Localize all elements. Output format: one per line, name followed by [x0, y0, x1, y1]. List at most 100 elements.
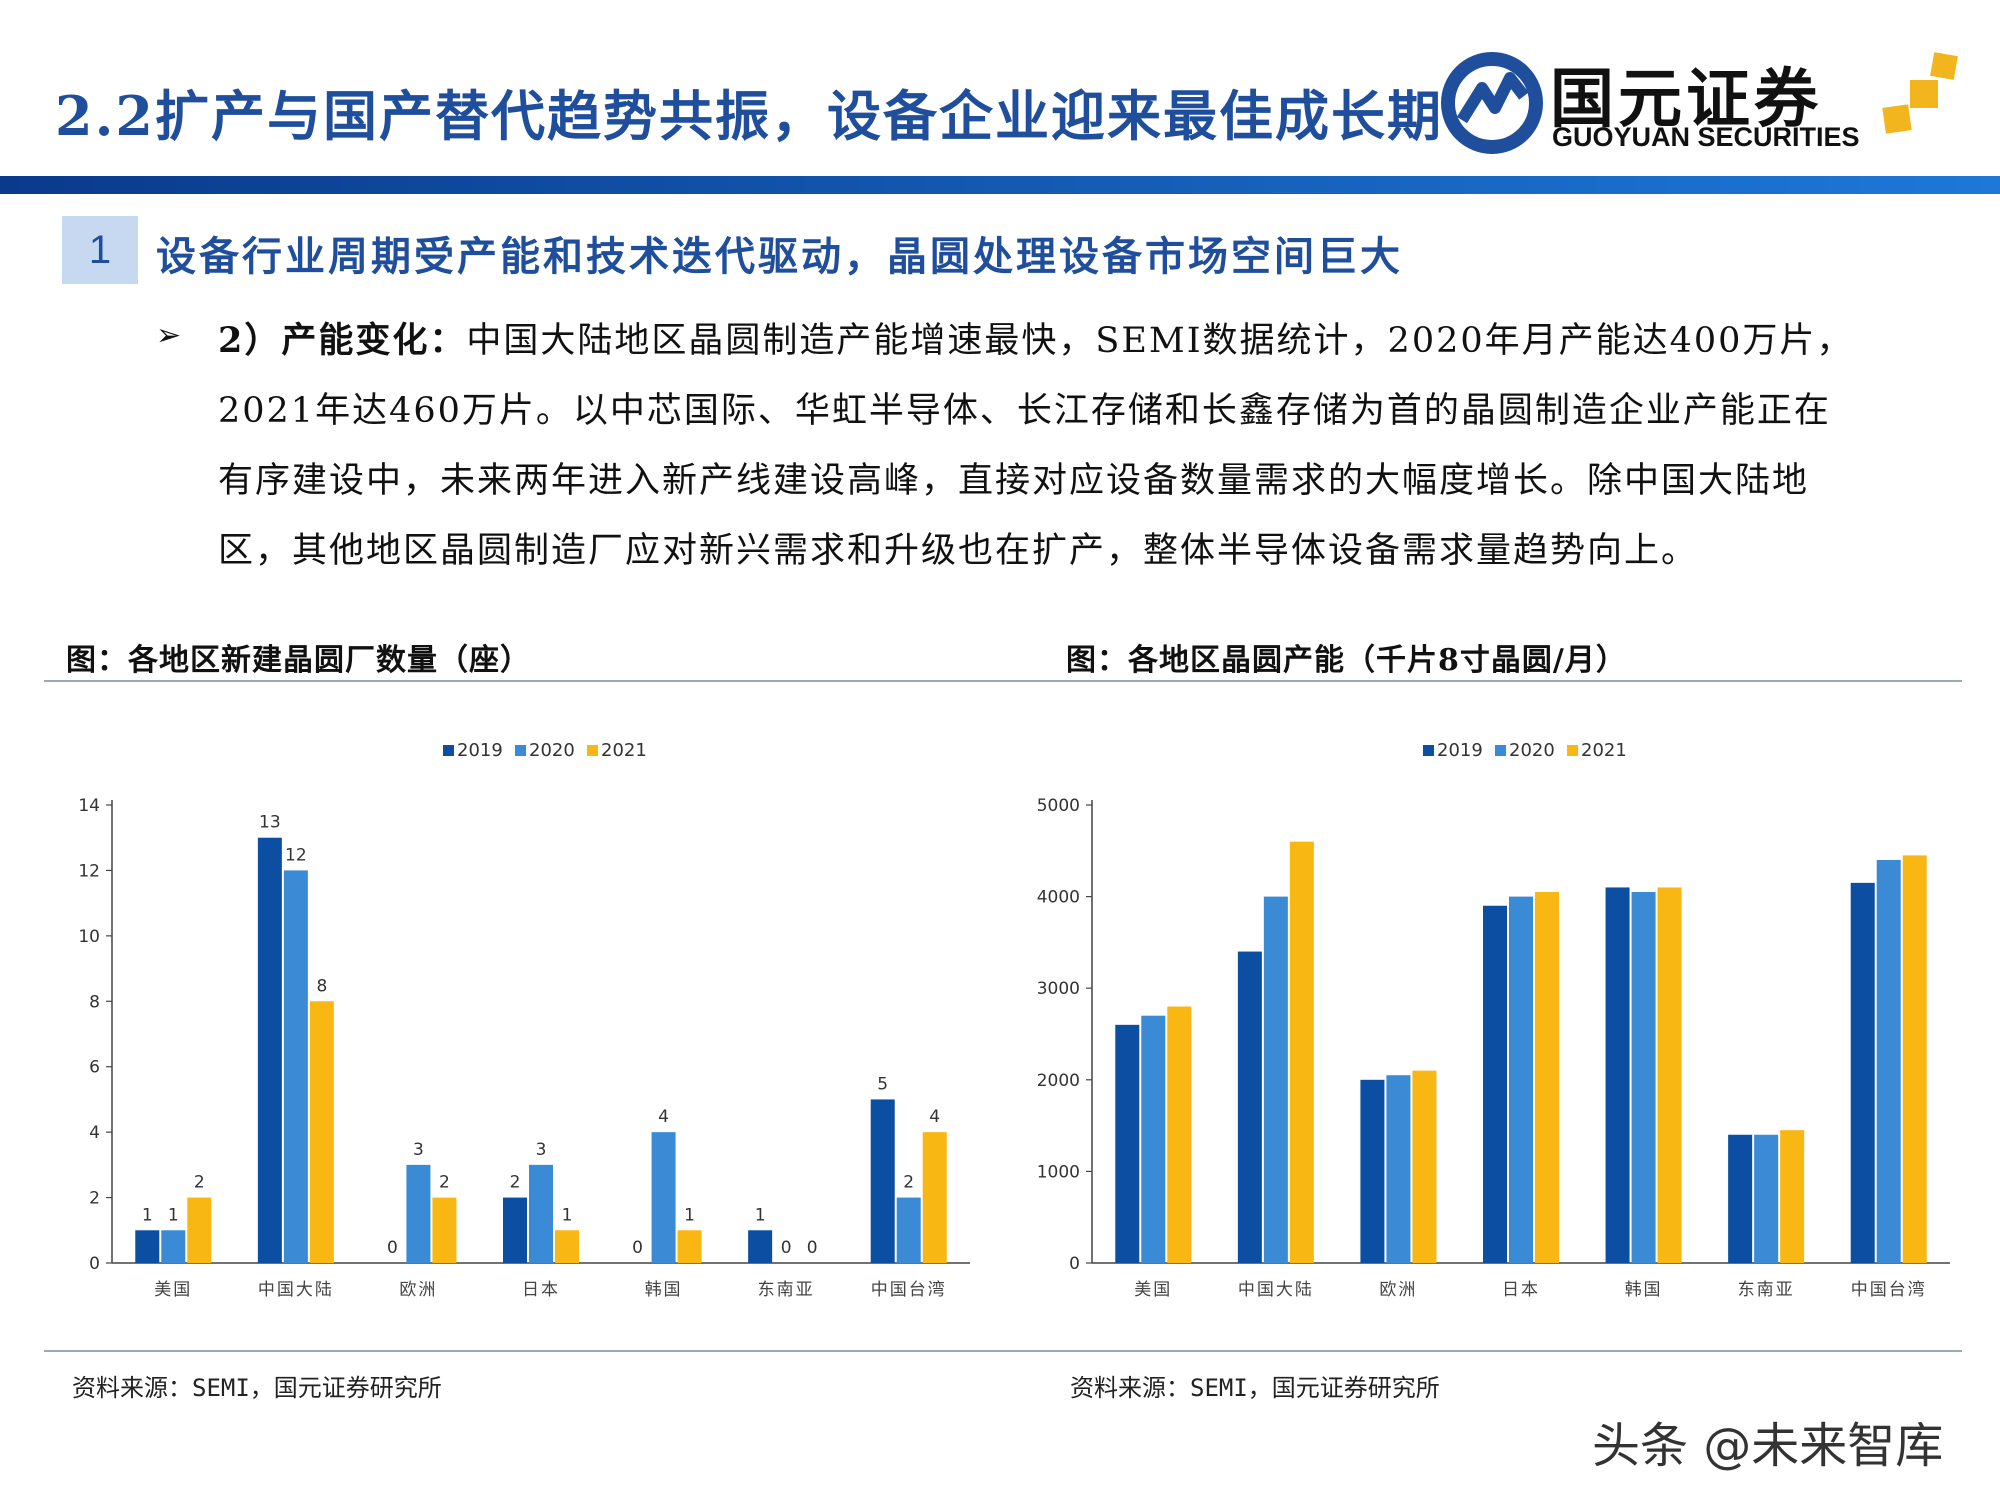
bar-中国大陆-2019: [257, 837, 282, 1263]
bar-日本-2019: [1483, 905, 1507, 1263]
data-label-东南亚-2019: 1: [755, 1205, 766, 1225]
data-label-韩国-2019: 0: [632, 1238, 643, 1258]
bar-中国台湾-2019: [1850, 882, 1875, 1263]
data-label-日本-2020: 3: [536, 1140, 547, 1160]
bar-美国-2020: [161, 1230, 186, 1263]
y-tick-label: 4: [89, 1123, 100, 1143]
bar-东南亚-2020: [1754, 1134, 1779, 1263]
bar-日本-2020: [529, 1164, 553, 1263]
section-title: 设备行业周期受产能和技术迭代驱动，晶圆处理设备市场空间巨大: [156, 233, 1403, 280]
logo-emblem-icon: [1441, 52, 1543, 154]
legend-swatch-2019: [443, 745, 454, 756]
bar-欧洲-2021: [1412, 1070, 1437, 1263]
body-line-1-text: 中国大陆地区晶圆制造产能增速最快，SEMI数据统计，2020年月产能达400万片…: [466, 321, 1854, 361]
figure-top-rule: [44, 680, 1962, 682]
bar-韩国-2020: [651, 1132, 676, 1263]
data-label-欧洲-2021: 2: [439, 1173, 450, 1193]
right-bar-chart: 2019 2020 2021 0 1000 2000 3000 4000 5000 美国 中国大陆 欧…: [1037, 740, 1950, 1300]
x-tick-label: 韩国: [1625, 1280, 1663, 1300]
bar-东南亚-2019: [1728, 1134, 1753, 1263]
data-label-日本-2019: 2: [510, 1173, 521, 1193]
data-label-美国-2021: 2: [194, 1173, 205, 1193]
x-tick-label: 中国大陆: [1238, 1280, 1314, 1300]
watermark: 头条 @未来智库: [1592, 1418, 1944, 1474]
x-tick-label: 美国: [154, 1280, 192, 1300]
company-logo: 国元证券 GUOYUAN SECURITIES: [1440, 48, 1980, 158]
legend-label-2019: 2019: [1437, 740, 1483, 761]
bar-中国大陆-2021: [1289, 841, 1314, 1263]
data-label-中国台湾-2019: 5: [877, 1074, 888, 1094]
data-label-中国大陆-2021: 8: [316, 976, 327, 996]
bar-中国大陆-2020: [283, 870, 308, 1263]
logo-chinese-text: 国元证券: [1550, 63, 1822, 137]
data-label-韩国-2020: 4: [658, 1107, 669, 1127]
bar-欧洲-2019: [1360, 1079, 1385, 1263]
left-figure-title: 图：各地区新建晶圆厂数量（座）: [66, 643, 531, 678]
x-tick-label: 美国: [1134, 1280, 1172, 1300]
bar-韩国-2021: [1657, 887, 1682, 1263]
x-tick-label: 欧洲: [399, 1280, 437, 1300]
bar-欧洲-2020: [406, 1164, 431, 1263]
legend-swatch-2020: [1495, 745, 1506, 756]
bar-韩国-2021: [677, 1230, 702, 1263]
x-tick-label: 东南亚: [758, 1280, 815, 1300]
bar-中国大陆-2021: [309, 1001, 334, 1263]
data-label-中国大陆-2019: 13: [259, 813, 281, 833]
bar-中国台湾-2020: [1876, 859, 1901, 1263]
y-tick-label: 4000: [1037, 888, 1080, 908]
data-label-中国台湾-2020: 2: [903, 1173, 914, 1193]
y-tick-label: 5000: [1037, 796, 1080, 816]
bar-中国台湾-2021: [1902, 855, 1927, 1263]
bar-中国台湾-2020: [896, 1197, 921, 1263]
x-tick-label: 中国台湾: [871, 1280, 947, 1300]
body-lead: 2）产能变化：: [218, 320, 467, 361]
data-label-东南亚-2020: 0: [781, 1238, 792, 1258]
legend-label-2021: 2021: [1581, 740, 1627, 761]
legend-swatch-2019: [1423, 745, 1434, 756]
y-tick-label: 8: [89, 992, 100, 1012]
bar-韩国-2019: [1605, 887, 1630, 1263]
data-label-中国大陆-2020: 12: [285, 845, 307, 865]
logo-english-text: GUOYUAN SECURITIES: [1552, 122, 1860, 152]
bar-美国-2020: [1141, 1015, 1166, 1263]
y-tick-label: 6: [89, 1058, 100, 1078]
bar-中国大陆-2019: [1237, 951, 1262, 1263]
data-label-欧洲-2019: 0: [387, 1238, 398, 1258]
bar-欧洲-2021: [432, 1197, 457, 1263]
x-tick-label: 中国大陆: [258, 1280, 334, 1300]
left-source-note: 资料来源：SEMI，国元证券研究所: [72, 1374, 442, 1402]
data-label-美国-2020: 1: [168, 1205, 179, 1225]
y-tick-label: 1000: [1037, 1162, 1080, 1182]
data-label-欧洲-2020: 3: [413, 1140, 424, 1160]
bar-日本-2019: [503, 1197, 527, 1263]
bar-美国-2019: [1115, 1024, 1140, 1263]
x-tick-label: 欧洲: [1379, 1280, 1417, 1300]
body-line-1: 2）产能变化：中国大陆地区晶圆制造产能增速最快，SEMI数据统计，2020年月产…: [218, 312, 1853, 363]
figure-bottom-rule: [44, 1350, 1962, 1352]
data-label-东南亚-2021: 0: [807, 1238, 818, 1258]
header-band: [0, 176, 2000, 194]
page-title: 2.2扩产与国产替代趋势共振，设备企业迎来最佳成长期: [55, 84, 1443, 148]
bar-东南亚-2021: [1780, 1130, 1805, 1263]
y-tick-label: 2: [89, 1189, 100, 1209]
y-tick-label: 0: [1069, 1254, 1080, 1274]
y-tick-label: 2000: [1037, 1071, 1080, 1091]
y-tick-label: 14: [78, 796, 100, 816]
data-label-美国-2019: 1: [142, 1205, 153, 1225]
body-line-2: 2021年达460万片。以中芯国际、华虹半导体、长江存储和长鑫存储为首的晶圆制造…: [218, 391, 1831, 431]
bar-日本-2021: [555, 1230, 579, 1263]
data-label-韩国-2021: 1: [684, 1205, 695, 1225]
legend-swatch-2021: [587, 745, 598, 756]
x-tick-label: 东南亚: [1738, 1280, 1795, 1300]
bar-中国台湾-2019: [870, 1099, 895, 1263]
x-tick-label: 日本: [1502, 1280, 1540, 1300]
x-tick-label: 日本: [522, 1280, 560, 1300]
section-number: 1: [62, 216, 138, 284]
logo-diamonds-icon: [1882, 52, 1958, 134]
data-label-中国台湾-2021: 4: [929, 1107, 940, 1127]
arrow-bullet-icon: ➢: [156, 318, 182, 353]
data-label-日本-2021: 1: [562, 1205, 573, 1225]
bar-日本-2021: [1535, 892, 1559, 1263]
y-tick-label: 3000: [1037, 979, 1080, 999]
